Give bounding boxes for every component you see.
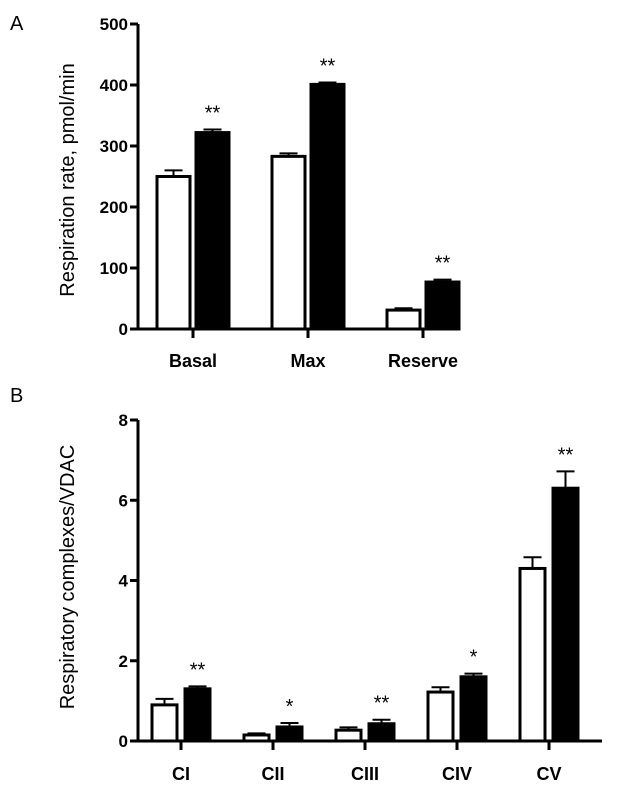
panel-letter-b: B	[10, 385, 23, 407]
y-tick-label: 400	[100, 76, 128, 95]
bar-filled	[309, 82, 346, 331]
y-tick-label: 0	[119, 320, 128, 339]
significance-mark: **	[435, 253, 451, 275]
panel-a: A Respiration rate, pmol/min 0 100 200 300 4…	[10, 13, 461, 371]
y-axis-label-a: Respiration rate, pmol/min	[57, 63, 79, 296]
y-tick-label: 0	[119, 732, 128, 751]
category-label: Max	[290, 351, 325, 371]
y-tick-label: 100	[100, 259, 128, 278]
bar-filled	[424, 280, 461, 331]
category-label: Basal	[169, 351, 217, 371]
y-tick-label: 200	[100, 198, 128, 217]
bar-open	[385, 308, 422, 331]
significance-mark: **	[205, 103, 221, 125]
category-label: CIV	[442, 764, 472, 784]
category-label: Reserve	[388, 351, 458, 371]
bar-filled	[459, 675, 488, 743]
significance-mark: **	[558, 444, 574, 466]
bar-open	[270, 154, 307, 331]
bar-open	[150, 703, 179, 743]
bar-filled	[367, 722, 396, 743]
significance-mark: *	[470, 647, 478, 669]
y-tick-label: 8	[119, 411, 128, 430]
panel-b: B Respiratory complexes/VDAC 0 2 4 6 8 ** CI * C…	[10, 385, 602, 784]
category-label: CI	[172, 764, 190, 784]
bar-filled	[551, 486, 580, 743]
y-axis-label-b: Respiratory complexes/VDAC	[57, 445, 79, 710]
panel-letter-a: A	[10, 13, 24, 35]
bar-open	[334, 728, 363, 743]
y-tick-label: 4	[119, 572, 129, 591]
category-label: CIII	[351, 764, 379, 784]
bar-open	[155, 175, 192, 331]
significance-mark: *	[286, 696, 294, 718]
significance-mark: **	[374, 693, 390, 715]
category-label: CV	[536, 764, 561, 784]
y-tick-label: 2	[119, 652, 128, 671]
bar-open	[426, 690, 455, 743]
y-tick-label: 6	[119, 491, 128, 510]
significance-mark: **	[190, 659, 206, 681]
significance-mark: **	[320, 56, 336, 78]
bar-open	[518, 566, 547, 743]
bar-filled	[194, 131, 231, 331]
y-tick-label: 500	[100, 15, 128, 34]
bar-filled	[275, 725, 304, 743]
y-tick-label: 300	[100, 137, 128, 156]
bar-filled	[183, 687, 212, 743]
bar-open	[242, 733, 271, 743]
category-label: CII	[261, 764, 284, 784]
